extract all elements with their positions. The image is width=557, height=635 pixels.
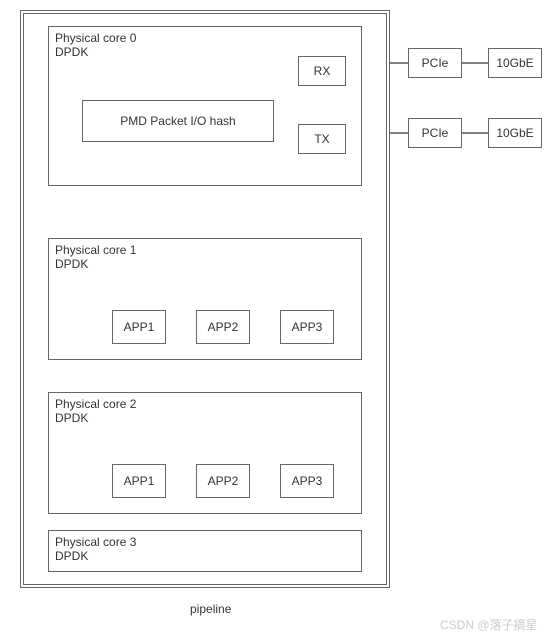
node-rx: RX: [298, 56, 346, 86]
node-c1_app1: APP1: [112, 310, 166, 344]
node-pcie2: PCIe: [408, 118, 462, 148]
node-c2_app1: APP1: [112, 464, 166, 498]
node-pmd: PMD Packet I/O hash: [82, 100, 274, 142]
node-tengbe2: 10GbE: [488, 118, 542, 148]
node-pcie1: PCIe: [408, 48, 462, 78]
node-c1_app3: APP3: [280, 310, 334, 344]
watermark: CSDN @落子摘星: [440, 616, 538, 633]
node-c2_app2: APP2: [196, 464, 250, 498]
caption: pipeline: [190, 602, 231, 616]
node-c1_app2: APP2: [196, 310, 250, 344]
node-tengbe1: 10GbE: [488, 48, 542, 78]
node-tx: TX: [298, 124, 346, 154]
node-c2_app3: APP3: [280, 464, 334, 498]
node-core3: Physical core 3DPDK: [48, 530, 362, 572]
